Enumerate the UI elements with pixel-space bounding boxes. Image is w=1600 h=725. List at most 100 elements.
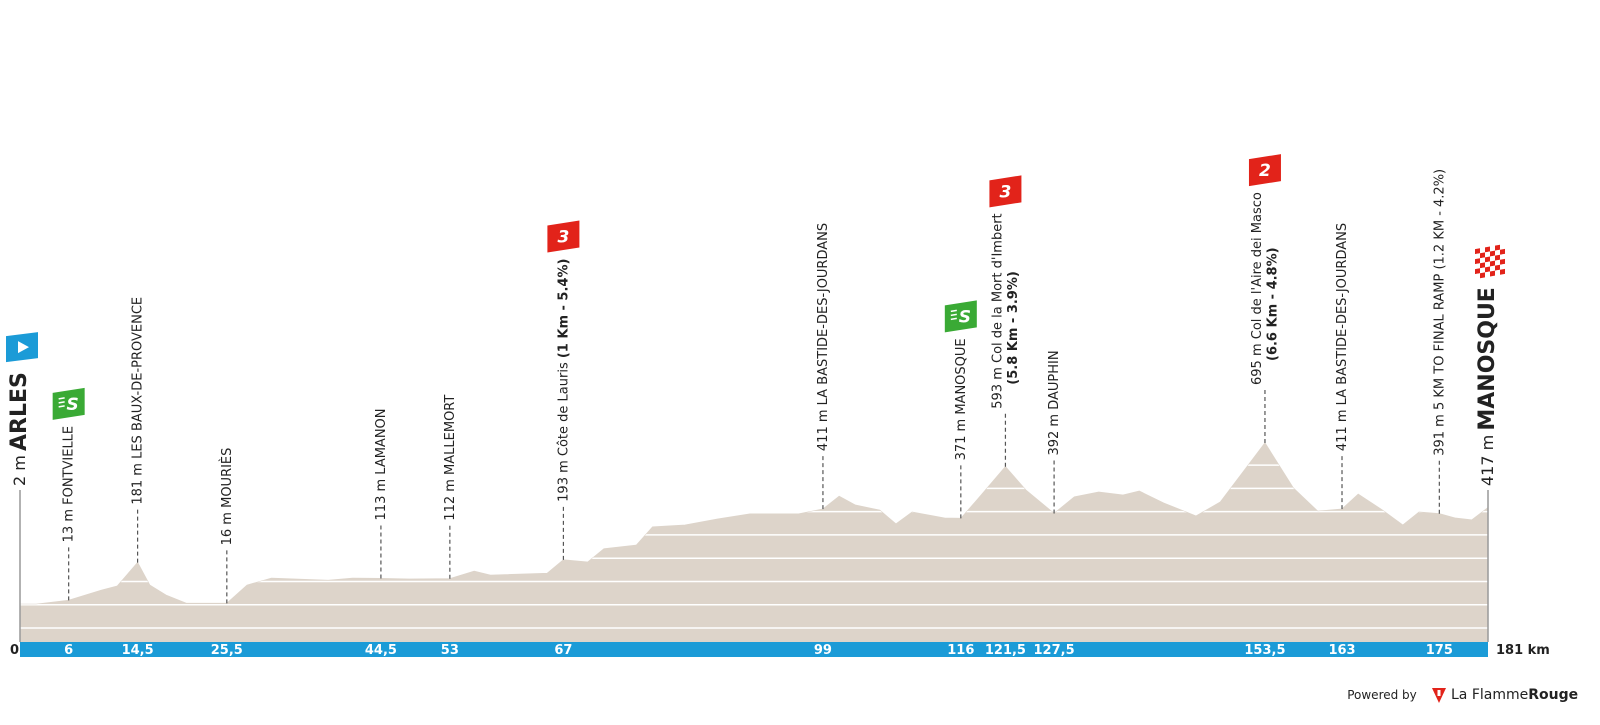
sprint-stroke <box>58 405 65 408</box>
finish-check <box>1490 250 1495 257</box>
km-label: 6 <box>64 643 73 658</box>
brand-light: La Flamme <box>1451 687 1528 703</box>
finish-check <box>1485 266 1490 273</box>
waypoint-label: 193 m Côte de Lauris (1 Km - 5.4%) <box>556 259 571 502</box>
start-label: 2 m ARLES <box>7 372 32 486</box>
finish-check <box>1485 251 1490 258</box>
km-label: 99 <box>814 643 832 658</box>
finish-check <box>1495 259 1500 266</box>
km-label: 14,5 <box>122 643 154 658</box>
finish-check <box>1490 265 1495 272</box>
waypoint-name: 16 m MOURIÈS <box>218 448 234 546</box>
icon-text: S <box>959 307 971 327</box>
finish-check <box>1490 245 1495 252</box>
waypoint-name: 391 m 5 KM TO FINAL RAMP (1.2 KM - 4.2%) <box>1432 169 1447 456</box>
finish-check <box>1480 272 1485 279</box>
profile-line <box>20 442 1489 605</box>
waypoint-detail: (1 Km - 5.4%) <box>556 259 571 359</box>
sprint-stroke <box>950 309 957 313</box>
finish-label: 417 m MANOSQUE <box>1475 287 1500 486</box>
finish-check <box>1500 243 1505 250</box>
waypoint-label: 411 m LA BASTIDE-DES-JOURDANS <box>815 223 830 451</box>
km-label: 163 <box>1328 643 1355 658</box>
finish-check <box>1475 268 1480 275</box>
waypoint-label: 181 m LES BAUX-DE-PROVENCE <box>130 297 145 505</box>
km-label: 153,5 <box>1244 643 1285 658</box>
sprint-icon <box>944 300 977 333</box>
waypoint-label: 391 m 5 KM TO FINAL RAMP (1.2 KM - 4.2%) <box>1432 169 1447 456</box>
climb-icon <box>989 175 1022 208</box>
icon-text: 2 <box>1259 161 1271 181</box>
km-label: 44,5 <box>365 643 397 658</box>
icon-text: S <box>67 395 79 415</box>
waypoint-label: 112 m MALLEMORT <box>442 395 457 521</box>
waypoint-name: 113 m LAMANON <box>373 408 388 520</box>
finish-check <box>1480 257 1485 264</box>
climb-icon <box>1248 154 1281 187</box>
finish-check <box>1490 255 1495 262</box>
start-arrow <box>18 341 29 354</box>
finish-check <box>1485 246 1490 253</box>
brand-logo-mark <box>1437 690 1441 696</box>
finish-check <box>1480 247 1485 254</box>
waypoint-name: 181 m LES BAUX-DE-PROVENCE <box>130 297 145 505</box>
finish-check <box>1495 264 1500 271</box>
finish-name: MANOSQUE <box>1475 287 1500 430</box>
waypoint-label: 371 m MANOSQUE <box>953 338 968 460</box>
icon-text: 3 <box>557 228 569 248</box>
km-label: 67 <box>554 643 572 658</box>
km-label: 116 <box>947 643 974 658</box>
x-tick-label: 181 km <box>1496 643 1550 658</box>
finish-check <box>1475 258 1480 265</box>
waypoint-name: 695 m Col de l'Aire dei Masco <box>1249 192 1264 385</box>
waypoint-name: 593 m Col de la Mort d'Imbert <box>990 213 1005 408</box>
finish-check <box>1495 244 1500 251</box>
finish-check <box>1495 249 1500 256</box>
start-alt: 2 m <box>10 455 29 486</box>
waypoint-name: 193 m Côte de Lauris <box>556 358 571 502</box>
sprint-stroke <box>58 397 65 400</box>
waypoint-label: 695 m Col de l'Aire dei Masco <box>1249 192 1264 385</box>
finish-check <box>1500 253 1505 260</box>
finish-check <box>1475 248 1480 255</box>
icon-text: 3 <box>1000 182 1012 202</box>
start-name: ARLES <box>7 372 32 451</box>
waypoint-name: 411 m LA BASTIDE-DES-JOURDANS <box>1335 223 1350 451</box>
finish-check <box>1480 267 1485 274</box>
waypoint-detail: (6.6 Km - 4.8%) <box>1265 247 1280 361</box>
waypoint-name: 392 m DAUPHIN <box>1047 350 1062 455</box>
sprint-icon <box>52 387 85 420</box>
km-label: 53 <box>441 643 459 658</box>
finish-check <box>1480 262 1485 269</box>
finish-check <box>1500 268 1505 275</box>
finish-check <box>1475 263 1480 270</box>
km-label: 175 <box>1426 643 1453 658</box>
waypoint-label: 392 m DAUPHIN <box>1047 350 1062 455</box>
finish-check <box>1500 258 1505 265</box>
profile-area <box>20 442 1488 642</box>
finish-check <box>1485 271 1490 278</box>
km-label: 127,5 <box>1034 643 1075 658</box>
waypoint-detail: (5.8 Km - 3.9%) <box>1006 271 1021 385</box>
finish-check <box>1480 252 1485 259</box>
x-tick-label: 0 <box>10 643 19 658</box>
km-label: 121,5 <box>985 643 1026 658</box>
sprint-stroke <box>950 313 957 317</box>
waypoint-name: 411 m LA BASTIDE-DES-JOURDANS <box>815 223 830 451</box>
finish-check <box>1490 270 1495 277</box>
brand-name: La FlammeRouge <box>1451 687 1578 703</box>
powered-by: Powered by <box>1347 688 1417 702</box>
sprint-stroke <box>950 317 957 321</box>
waypoint-label: 593 m Col de la Mort d'Imbert <box>990 213 1005 408</box>
waypoint-label: 411 m LA BASTIDE-DES-JOURDANS <box>1335 223 1350 451</box>
climb-icon <box>547 220 580 253</box>
finish-check <box>1500 263 1505 270</box>
finish-check <box>1500 248 1505 255</box>
km-label: 25,5 <box>211 643 243 658</box>
waypoint-label: 13 m FONTVIELLE <box>61 426 76 543</box>
waypoint-label: 113 m LAMANON <box>373 408 388 520</box>
finish-check <box>1495 269 1500 276</box>
brand-bold: Rouge <box>1528 687 1578 703</box>
